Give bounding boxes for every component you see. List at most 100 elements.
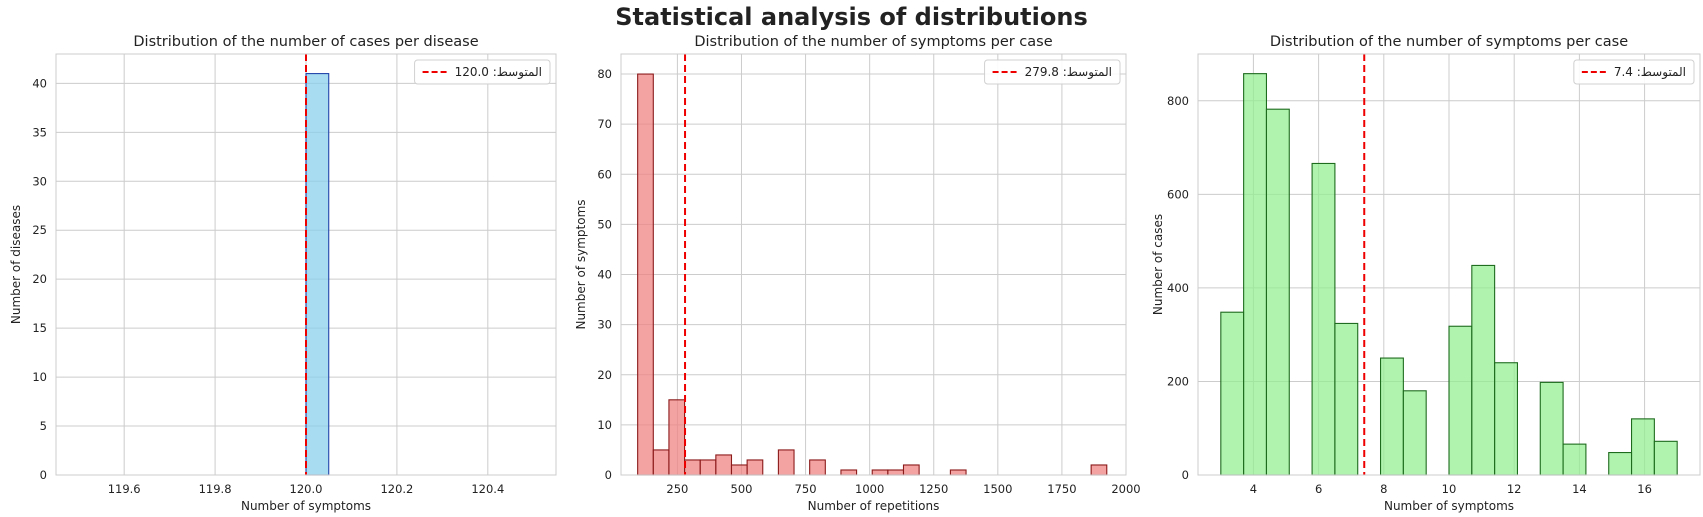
y-tick-label: 5 [40, 419, 47, 433]
histogram-bar [1334, 322, 1359, 476]
y-tick-label: 800 [1167, 94, 1189, 108]
y-tick-label: 40 [32, 76, 47, 90]
y-tick-label: 30 [597, 318, 612, 332]
y-tick-label: 600 [1167, 187, 1189, 201]
subplot-3: 4 6 8 10 12 14 16 0 200 400 600 800 Distribution of … [1151, 34, 1701, 513]
histogram-bar [730, 464, 748, 476]
y-tick-label: 20 [597, 368, 612, 382]
histogram-bar [1630, 418, 1655, 476]
histogram-bar [1220, 311, 1245, 476]
y-tick-label: 10 [32, 370, 47, 384]
x-tick-label: 16 [1637, 482, 1652, 496]
x-tick-label: 8 [1380, 482, 1387, 496]
histogram-bar [1608, 451, 1633, 476]
x-tick-label: 1250 [919, 482, 948, 496]
y-tick-label: 40 [597, 268, 612, 282]
x-tick-label: 1500 [983, 482, 1012, 496]
histogram-bar [637, 73, 654, 476]
histogram-bar [1379, 357, 1404, 476]
axes-frame [1197, 53, 1701, 476]
y-tick-label: 20 [32, 272, 47, 286]
y-tick-label: 30 [32, 174, 47, 188]
histogram-bar [1402, 390, 1427, 476]
axes-frame [620, 53, 1127, 476]
y-axis-label: Number of diseases [9, 205, 23, 324]
y-tick-label: 0 [605, 468, 612, 482]
subplots-container: 119.6 119.8 120.0 120.2 120.4 0 5 10 15 20 25 30 35 4… [9, 34, 1701, 513]
histogram-bar [1471, 264, 1496, 476]
x-tick-label: 6 [1315, 482, 1322, 496]
subplot-1: 119.6 119.8 120.0 120.2 120.4 0 5 10 15 20 25 30 35 4… [9, 34, 557, 513]
histogram-bar [746, 459, 764, 476]
histogram-bar [809, 459, 826, 476]
x-tick-label: 120.2 [380, 482, 413, 496]
y-tick-label: 0 [40, 468, 47, 482]
histogram-bar [1311, 162, 1336, 476]
legend-box [984, 59, 1121, 85]
histogram-bar [902, 464, 920, 476]
histogram-bar [777, 449, 795, 476]
legend: المتوسط: 7.4 [1573, 59, 1695, 85]
histogram-bar [840, 469, 858, 476]
legend-label: المتوسط: 120.0 [455, 65, 542, 80]
y-tick-label: 0 [1182, 468, 1189, 482]
y-tick-label: 400 [1167, 281, 1189, 295]
legend: المتوسط: 279.8 [984, 59, 1121, 85]
y-tick-label: 50 [597, 217, 612, 231]
histogram-bar [1653, 440, 1678, 476]
legend-label: المتوسط: 7.4 [1614, 65, 1686, 80]
x-tick-label: 10 [1442, 482, 1457, 496]
x-tick-label: 1750 [1047, 482, 1076, 496]
histogram-bar [652, 449, 670, 476]
x-axis-label: Number of symptoms [1384, 499, 1514, 513]
histogram-bar [684, 459, 701, 476]
histogram-bar [871, 469, 889, 476]
y-tick-label: 70 [597, 117, 612, 131]
histogram-bar [1539, 381, 1564, 476]
histogram-bar [1562, 443, 1587, 476]
x-axis-label: Number of symptoms [241, 499, 371, 513]
histogram-bar [1265, 108, 1290, 476]
subplot-2: 250 500 750 1000 1250 1500 1750 2000 0 10 20 30 40 50… [574, 34, 1141, 513]
y-tick-label: 10 [597, 418, 612, 432]
x-tick-label: 14 [1572, 482, 1587, 496]
subplot-title: Distribution of the number of symptoms p… [1270, 34, 1628, 50]
x-tick-label: 119.6 [108, 482, 141, 496]
y-axis-label: Number of cases [1151, 214, 1165, 315]
plot-area [621, 54, 1126, 475]
histogram-bar [668, 399, 686, 476]
histogram-bar [1494, 362, 1519, 476]
y-tick-label: 60 [597, 167, 612, 181]
y-tick-label: 200 [1167, 374, 1189, 388]
x-tick-label: 1000 [855, 482, 884, 496]
x-tick-label: 750 [795, 482, 817, 496]
histogram-bar [887, 469, 905, 476]
x-tick-label: 12 [1507, 482, 1522, 496]
histogram-bar [1448, 325, 1473, 476]
x-tick-label: 2000 [1111, 482, 1140, 496]
x-tick-label: 250 [666, 482, 688, 496]
histogram-bar [305, 73, 330, 476]
histogram-bar [1090, 464, 1108, 476]
legend-box [414, 59, 551, 85]
x-tick-label: 120.0 [290, 482, 323, 496]
subplot-title: Distribution of the number of cases per … [133, 34, 478, 50]
histogram-bar [1243, 73, 1268, 476]
x-axis-label: Number of repetitions [808, 499, 940, 513]
histogram-bar [699, 459, 717, 476]
x-tick-label: 500 [731, 482, 753, 496]
histogram-bar [715, 454, 733, 476]
y-axis-label: Number of symptoms [574, 199, 588, 329]
x-tick-label: 119.8 [199, 482, 232, 496]
x-tick-label: 120.4 [471, 482, 504, 496]
y-tick-label: 25 [32, 223, 47, 237]
legend-label: المتوسط: 279.8 [1025, 65, 1112, 80]
subplot-title: Distribution of the number of symptoms p… [694, 34, 1052, 50]
y-tick-label: 80 [597, 67, 612, 81]
legend-box [1573, 59, 1695, 85]
y-tick-label: 35 [32, 125, 47, 139]
histogram-bar [949, 469, 967, 476]
axes-frame [55, 53, 557, 476]
figure-suptitle: Statistical analysis of distributions [615, 3, 1087, 31]
